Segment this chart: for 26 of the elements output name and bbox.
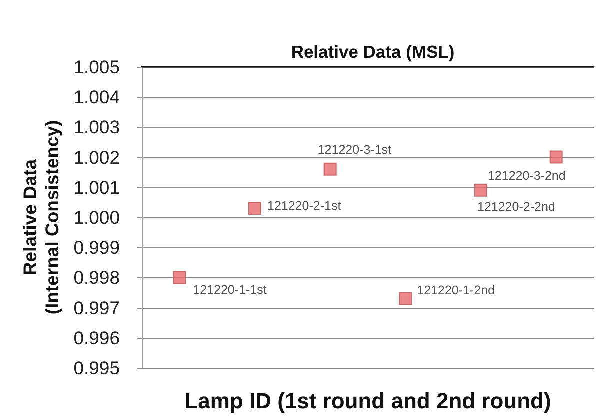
point (474, 184, 488, 197)
point (399, 292, 412, 306)
y-tick-label: 1.005 (74, 56, 120, 78)
y-tick-label: 1.000 (74, 207, 120, 228)
y-tick-label: 0.995 (74, 358, 120, 378)
y-tick-label: 0.998 (74, 267, 120, 288)
y-tick-label: 1.001 (74, 176, 120, 198)
y-tick-label: 1.003 (74, 116, 120, 138)
data-label: 121220-3-1st (318, 142, 392, 157)
y-tick-label: 1.004 (74, 86, 120, 108)
point (173, 271, 186, 284)
x-axis-title: Lamp ID (1st round and 2nd round) (184, 388, 552, 414)
data-label: 121220-1-1st (193, 283, 268, 298)
data-label: 121220-1-2nd (417, 283, 496, 298)
data-label: 121220-2-2nd (478, 200, 556, 214)
y-tick-label: 0.996 (74, 327, 120, 348)
y-tick-label: 1.002 (74, 146, 120, 168)
y-axis-title: Relative Data (Internal Consistency) (19, 120, 62, 315)
data-label: 121220-3-2nd (488, 168, 566, 183)
chart-title: Relative Data (MSL) (291, 42, 455, 62)
y-tick-label: 0.997 (74, 297, 120, 318)
point (248, 202, 262, 215)
data-label: 121220-2-1st (268, 198, 342, 213)
y-tick-label: 0.999 (74, 237, 120, 258)
point (550, 150, 563, 164)
point (324, 162, 337, 176)
